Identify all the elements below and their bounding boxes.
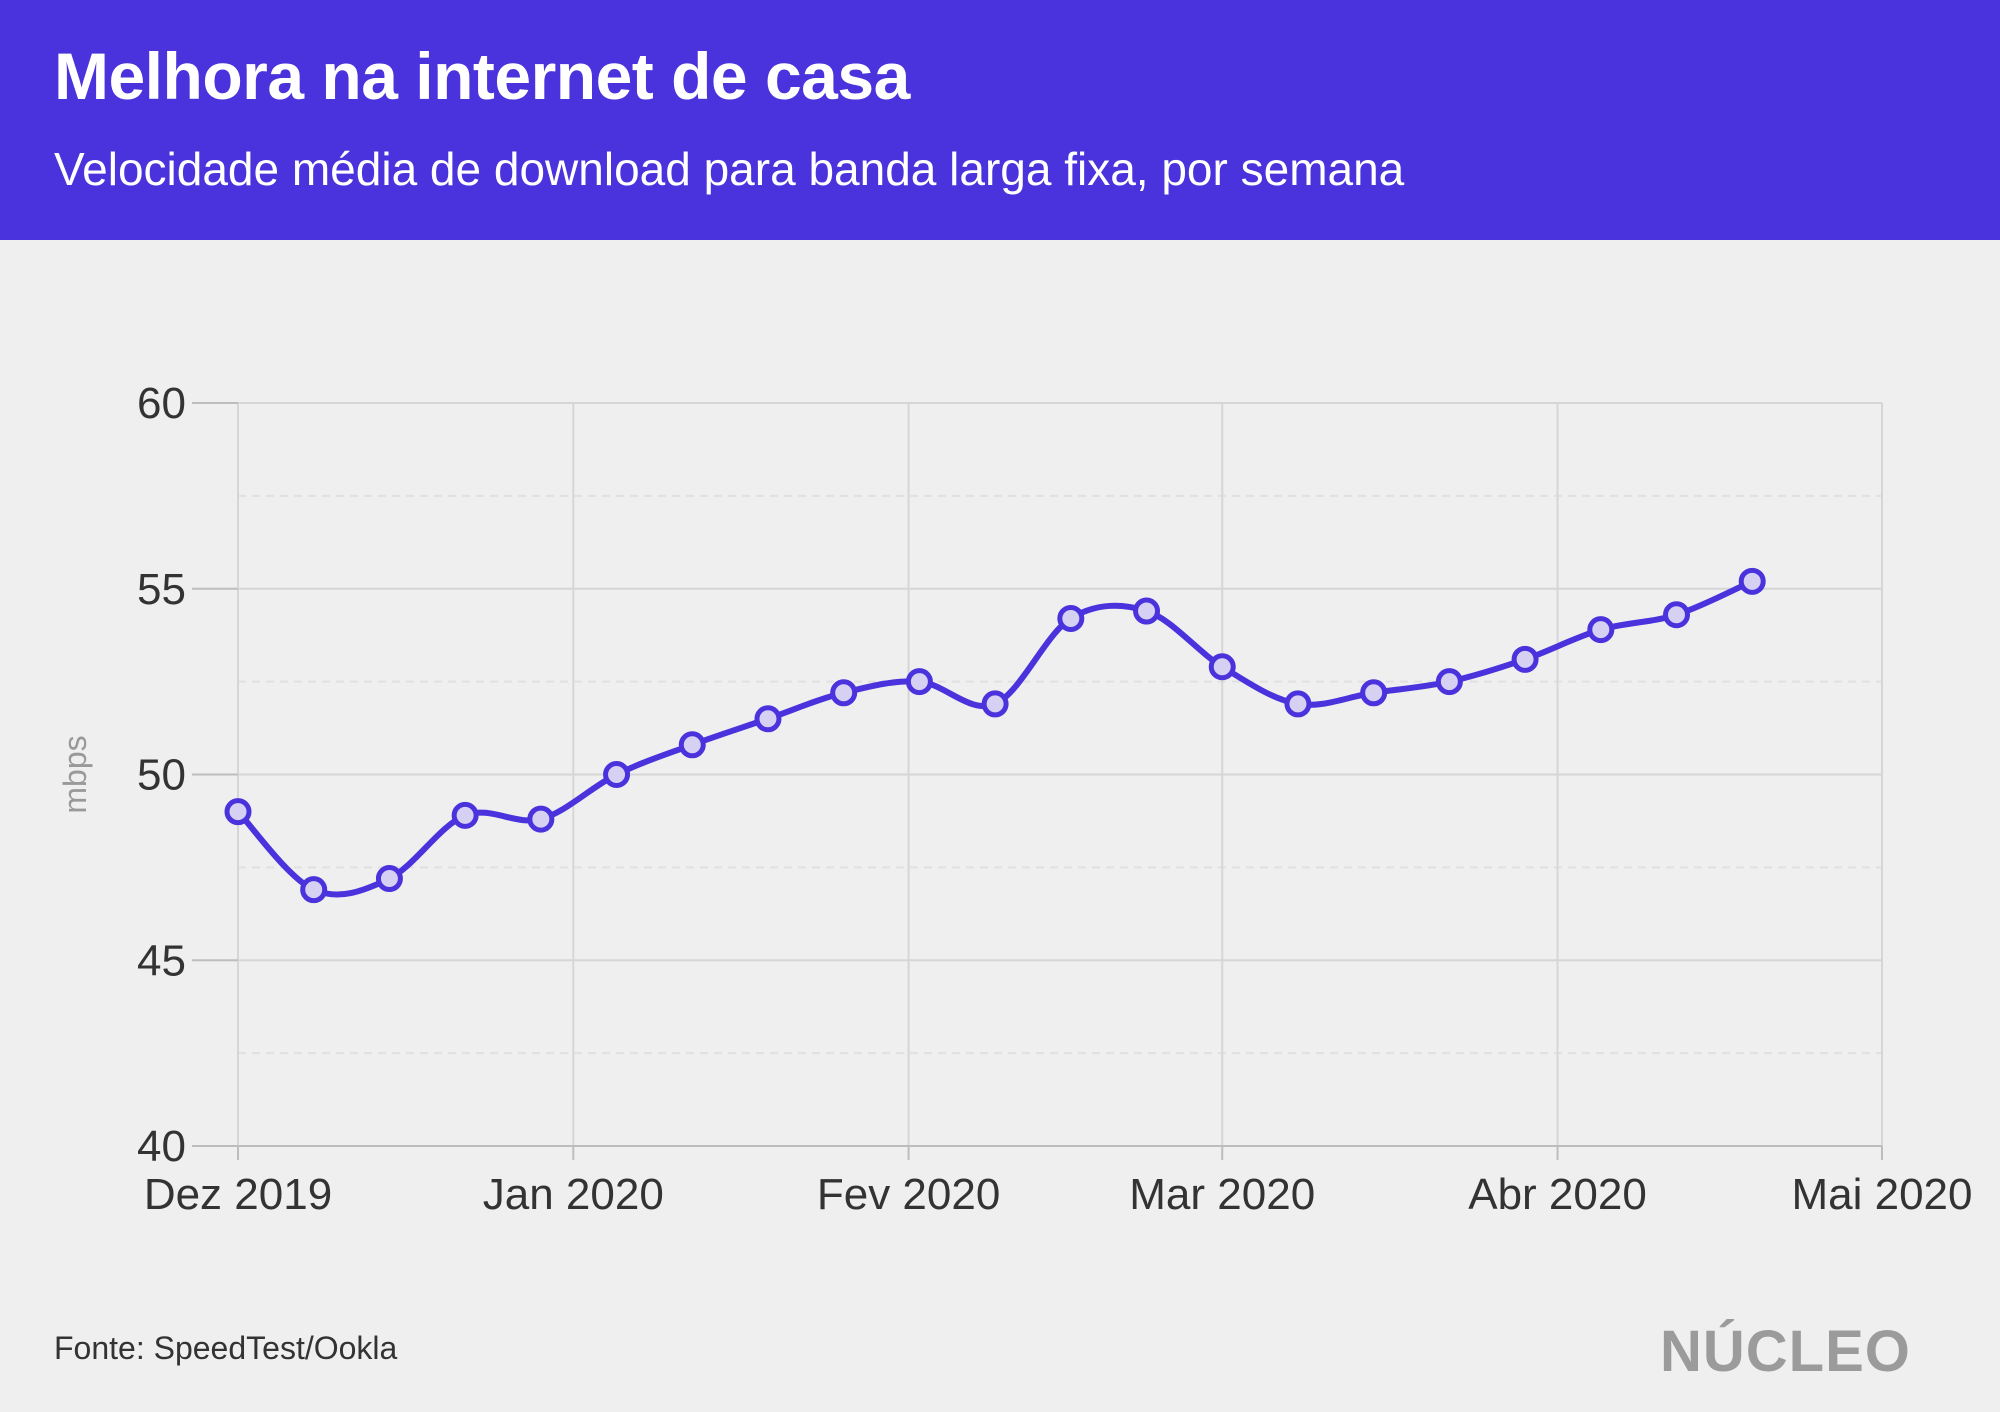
data-points xyxy=(224,567,1766,904)
series-line xyxy=(235,578,1756,898)
chart-subtitle: Velocidade média de download para banda … xyxy=(54,143,1405,195)
header-banner: Melhora na internet de casa Velocidade m… xyxy=(0,0,2000,240)
y-tick-label: 45 xyxy=(137,936,186,985)
x-tick-label: Mar 2020 xyxy=(1129,1170,1315,1219)
x-tick-label: Fev 2020 xyxy=(817,1170,1000,1219)
x-tick-label: Abr 2020 xyxy=(1468,1170,1647,1219)
data-point xyxy=(754,705,782,733)
data-point xyxy=(678,731,706,759)
y-axis-label: mbps xyxy=(57,735,93,813)
y-tick-label: 40 xyxy=(137,1122,186,1171)
data-point xyxy=(1511,645,1539,673)
nucleo-logo: NÚCLEO xyxy=(1660,1319,1911,1384)
y-axis-ticks: 40 45 50 55 60 xyxy=(137,379,238,1171)
data-point xyxy=(300,876,328,904)
chart-title: Melhora na internet de casa xyxy=(54,39,910,113)
data-point xyxy=(981,690,1009,718)
y-tick-label: 55 xyxy=(137,565,186,614)
source-note: Fonte: SpeedTest/Ookla xyxy=(54,1330,398,1366)
data-point xyxy=(830,679,858,707)
data-point xyxy=(603,761,631,788)
data-point xyxy=(1435,668,1463,696)
data-point xyxy=(1587,616,1615,644)
x-axis-ticks: Dez 2019 Jan 2020 Fev 2020 Mar 2020 Abr 2020… xyxy=(144,1146,1973,1219)
data-point xyxy=(1208,653,1236,681)
grid-lines xyxy=(237,402,1883,1146)
data-point xyxy=(451,801,479,829)
data-point xyxy=(1057,604,1085,632)
x-tick-label: Mai 2020 xyxy=(1791,1170,1972,1219)
y-tick-label: 60 xyxy=(137,379,186,428)
data-point xyxy=(1663,601,1690,629)
data-point xyxy=(527,805,555,833)
data-point xyxy=(1360,679,1388,707)
data-point xyxy=(1738,567,1766,595)
data-point xyxy=(375,865,403,893)
data-point xyxy=(224,798,252,826)
x-tick-label: Jan 2020 xyxy=(483,1170,664,1219)
data-point xyxy=(1133,597,1161,625)
y-tick-label: 50 xyxy=(137,751,186,800)
data-point xyxy=(1284,690,1312,718)
x-tick-label: Dez 2019 xyxy=(144,1170,332,1219)
data-point xyxy=(905,668,933,696)
